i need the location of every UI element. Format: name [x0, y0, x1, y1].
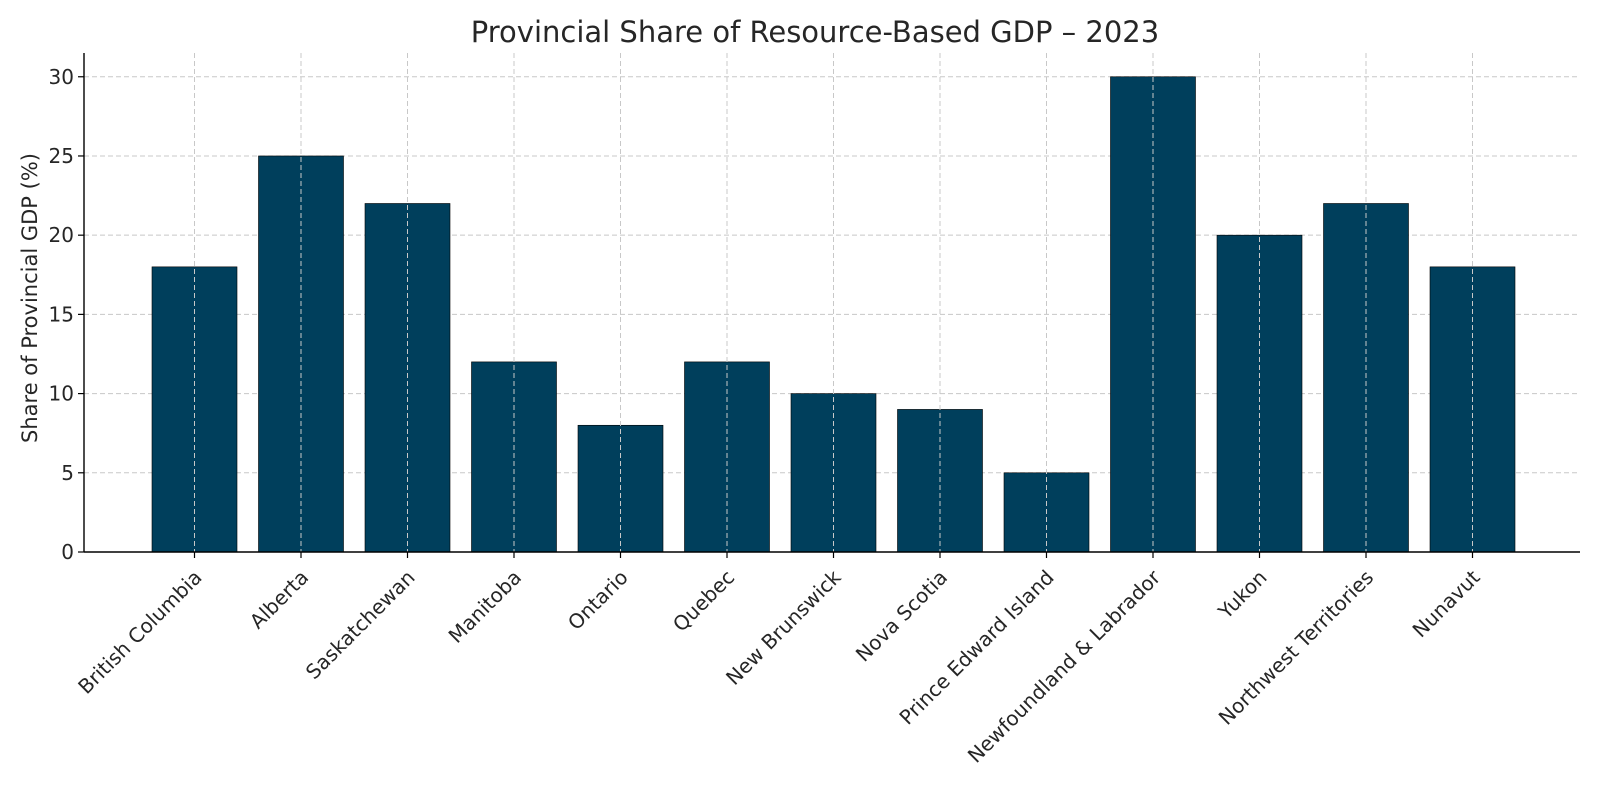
x-tick-label: Nova Scotia — [851, 565, 952, 666]
x-tick-label: Manitoba — [444, 565, 527, 648]
x-tick-label: Newfoundland & Labrador — [963, 565, 1166, 768]
x-tick-label: Alberta — [245, 565, 313, 633]
y-axis-label: Share of Provincial GDP (%) — [18, 153, 42, 443]
x-tick-label: New Brunswick — [721, 565, 846, 690]
x-tick-label: Quebec — [668, 565, 739, 636]
x-tick-label: Yukon — [1213, 565, 1272, 624]
axes — [78, 53, 1580, 558]
y-tick-label: 25 — [49, 144, 74, 168]
x-tick-label: British Columbia — [73, 565, 206, 698]
y-tick-label: 5 — [61, 461, 74, 485]
y-tick-label: 0 — [61, 540, 74, 564]
x-tick-label: Nunavut — [1408, 565, 1485, 642]
y-tick-label: 15 — [49, 302, 74, 326]
chart-title: Provincial Share of Resource-Based GDP –… — [471, 15, 1159, 49]
y-tick-label: 10 — [49, 382, 74, 406]
y-tick-label: 30 — [49, 65, 74, 89]
y-tick-labels: 0 5 10 15 20 25 30 — [49, 65, 74, 564]
x-tick-label: Ontario — [563, 565, 633, 635]
vertical-grid-lines — [194, 53, 1473, 552]
y-tick-label: 20 — [49, 223, 74, 247]
x-tick-label: Saskatchewan — [301, 565, 420, 684]
